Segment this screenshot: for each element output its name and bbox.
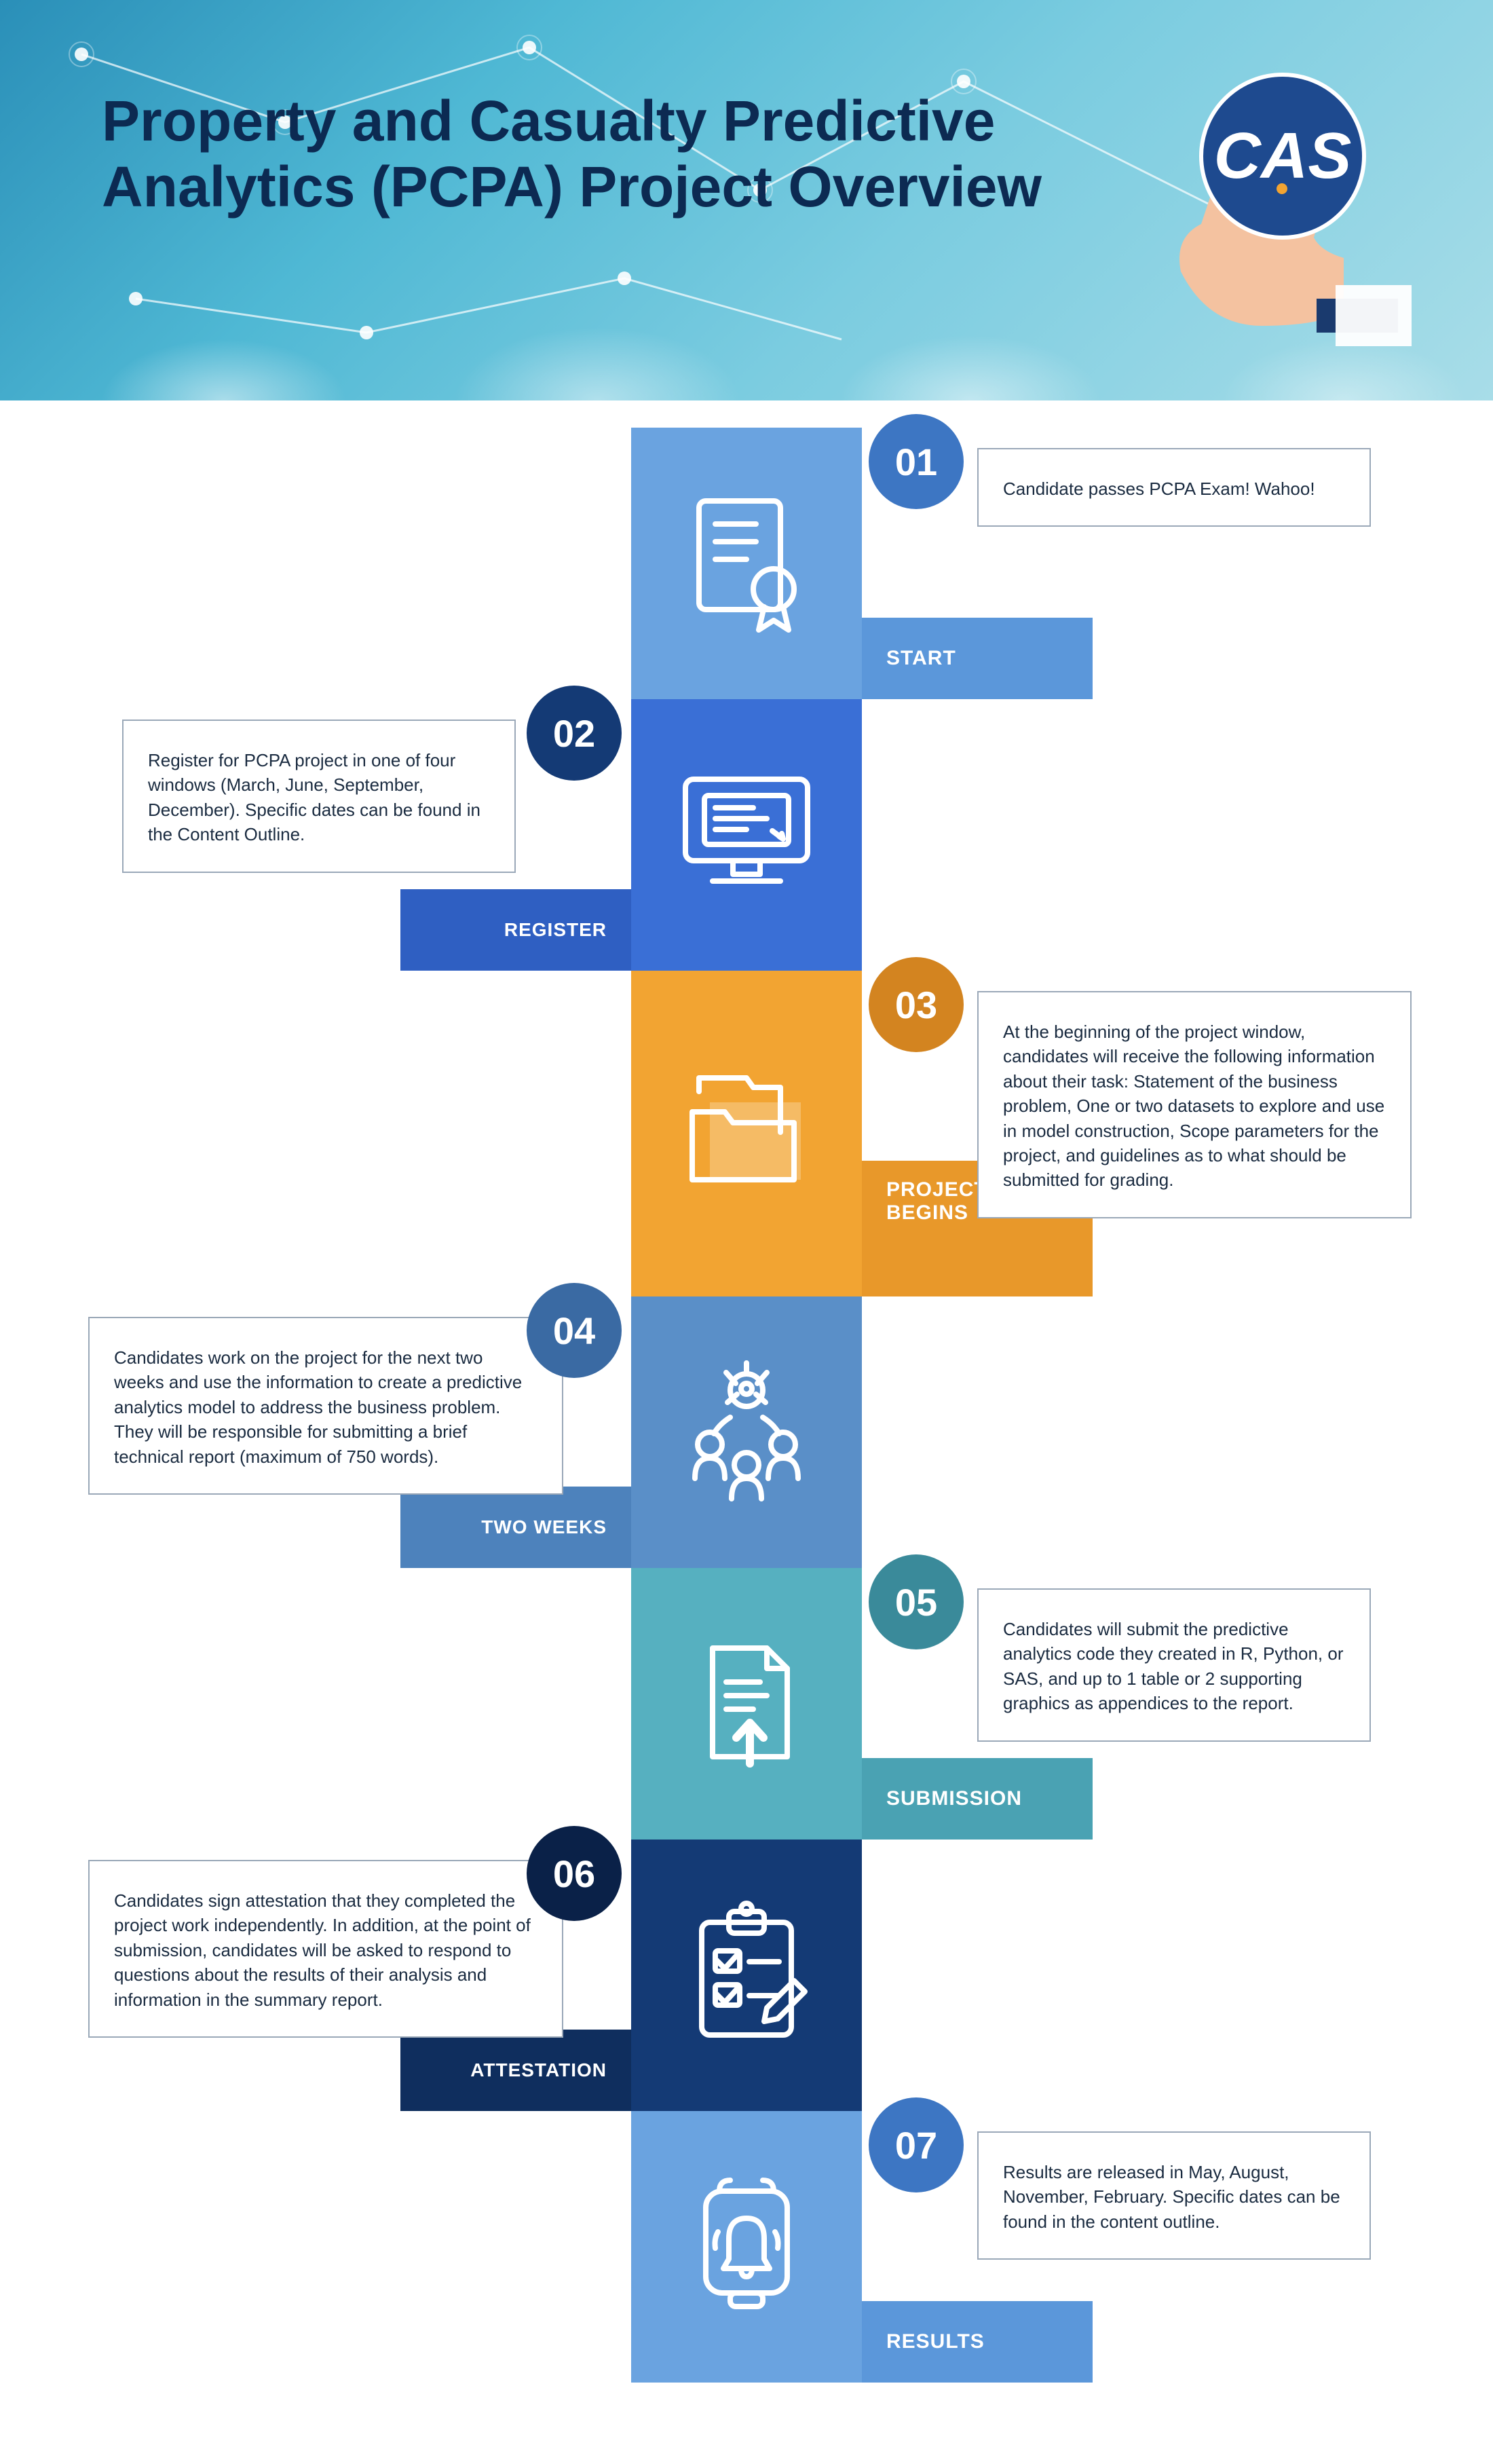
step-label-text: SUBMISSION — [886, 1787, 1022, 1810]
step-number: 06 — [527, 1826, 622, 1921]
step-description: Candidate passes PCPA Exam! Wahoo! — [977, 448, 1371, 527]
step-number: 04 — [527, 1283, 622, 1378]
certificate-icon-box — [631, 428, 862, 699]
step-description: Candidates will submit the predictive an… — [977, 1588, 1371, 1742]
monitor-icon — [672, 766, 821, 905]
step-label: SUBMISSION — [862, 1758, 1093, 1840]
clipboard-icon — [679, 1899, 814, 2052]
page-title: Property and Casualty Predictive Analyti… — [102, 88, 1052, 219]
step-description: Register for PCPA project in one of four… — [122, 720, 516, 873]
upload-icon-box — [631, 1568, 862, 1840]
svg-text:CAS: CAS — [1214, 119, 1352, 192]
step-07: RESULTS 07 Results are released in May, Au… — [0, 2111, 1493, 2383]
step-label-text: REGISTER — [504, 919, 607, 941]
step-number-text: 04 — [553, 1309, 595, 1353]
step-description-text: At the beginning of the project window, … — [1003, 1022, 1384, 1190]
step-label: REGISTER — [400, 889, 631, 971]
step-label: ATTESTATION — [400, 2030, 631, 2111]
folder-icon — [672, 1064, 821, 1203]
step-number-text: 03 — [895, 983, 937, 1027]
step-number-text: 06 — [553, 1852, 595, 1896]
step-description-text: Register for PCPA project in one of four… — [148, 750, 480, 844]
step-description: Candidates work on the project for the n… — [88, 1317, 563, 1495]
step-06: ATTESTATION 06 Candidates sign attestation… — [0, 1840, 1493, 2111]
step-02: REGISTER 02 Register for PCPA project in o… — [0, 699, 1493, 971]
step-label-text: RESULTS — [886, 2330, 985, 2353]
step-description-text: Candidates will submit the predictive an… — [1003, 1619, 1344, 1713]
clipboard-icon-box — [631, 1840, 862, 2111]
step-description-text: Candidates sign attestation that they co… — [114, 1890, 531, 2010]
step-05: SUBMISSION 05 Candidates will submit the p… — [0, 1568, 1493, 1840]
timeline: START 01 Candidate passes PCPA Exam! Wahoo… — [0, 400, 1493, 2464]
step-number-text: 07 — [895, 2123, 937, 2167]
certificate-icon — [685, 487, 808, 640]
step-description: At the beginning of the project window, … — [977, 991, 1412, 1218]
step-description-text: Candidates work on the project for the n… — [114, 1347, 522, 1467]
step-number: 05 — [869, 1554, 964, 1649]
step-label: RESULTS — [862, 2301, 1093, 2383]
step-number-text: 01 — [895, 440, 937, 484]
step-number-text: 02 — [553, 711, 595, 755]
monitor-icon-box — [631, 699, 862, 971]
bell-icon — [679, 2171, 814, 2323]
step-number: 03 — [869, 957, 964, 1052]
step-04: TWO WEEKS 04 Candidates work on the projec… — [0, 1296, 1493, 1568]
step-description: Candidates sign attestation that they co… — [88, 1860, 563, 2038]
folder-icon-box — [631, 971, 862, 1296]
bell-icon-box — [631, 2111, 862, 2383]
step-label-text: ATTESTATION — [470, 2059, 607, 2081]
step-description-text: Results are released in May, August, Nov… — [1003, 2162, 1340, 2232]
step-label-text: START — [886, 647, 956, 670]
logo-hand: CAS — [1127, 68, 1412, 356]
team-icon-box — [631, 1296, 862, 1568]
upload-icon — [679, 1628, 814, 1780]
step-03: PROJECT BEGINS03At the beginning of the … — [0, 971, 1493, 1296]
step-label: START — [862, 618, 1093, 699]
page-header: Property and Casualty Predictive Analyti… — [0, 0, 1493, 400]
step-number: 07 — [869, 2097, 964, 2192]
step-label-text: TWO WEEKS — [481, 1516, 607, 1538]
step-description: Results are released in May, August, Nov… — [977, 2131, 1371, 2260]
step-number-text: 05 — [895, 1580, 937, 1624]
step-01: START 01 Candidate passes PCPA Exam! Wahoo… — [0, 428, 1493, 699]
step-number: 01 — [869, 414, 964, 509]
step-number: 02 — [527, 686, 622, 781]
step-label: TWO WEEKS — [400, 1487, 631, 1568]
team-icon — [672, 1356, 821, 1509]
step-description-text: Candidate passes PCPA Exam! Wahoo! — [1003, 479, 1315, 499]
